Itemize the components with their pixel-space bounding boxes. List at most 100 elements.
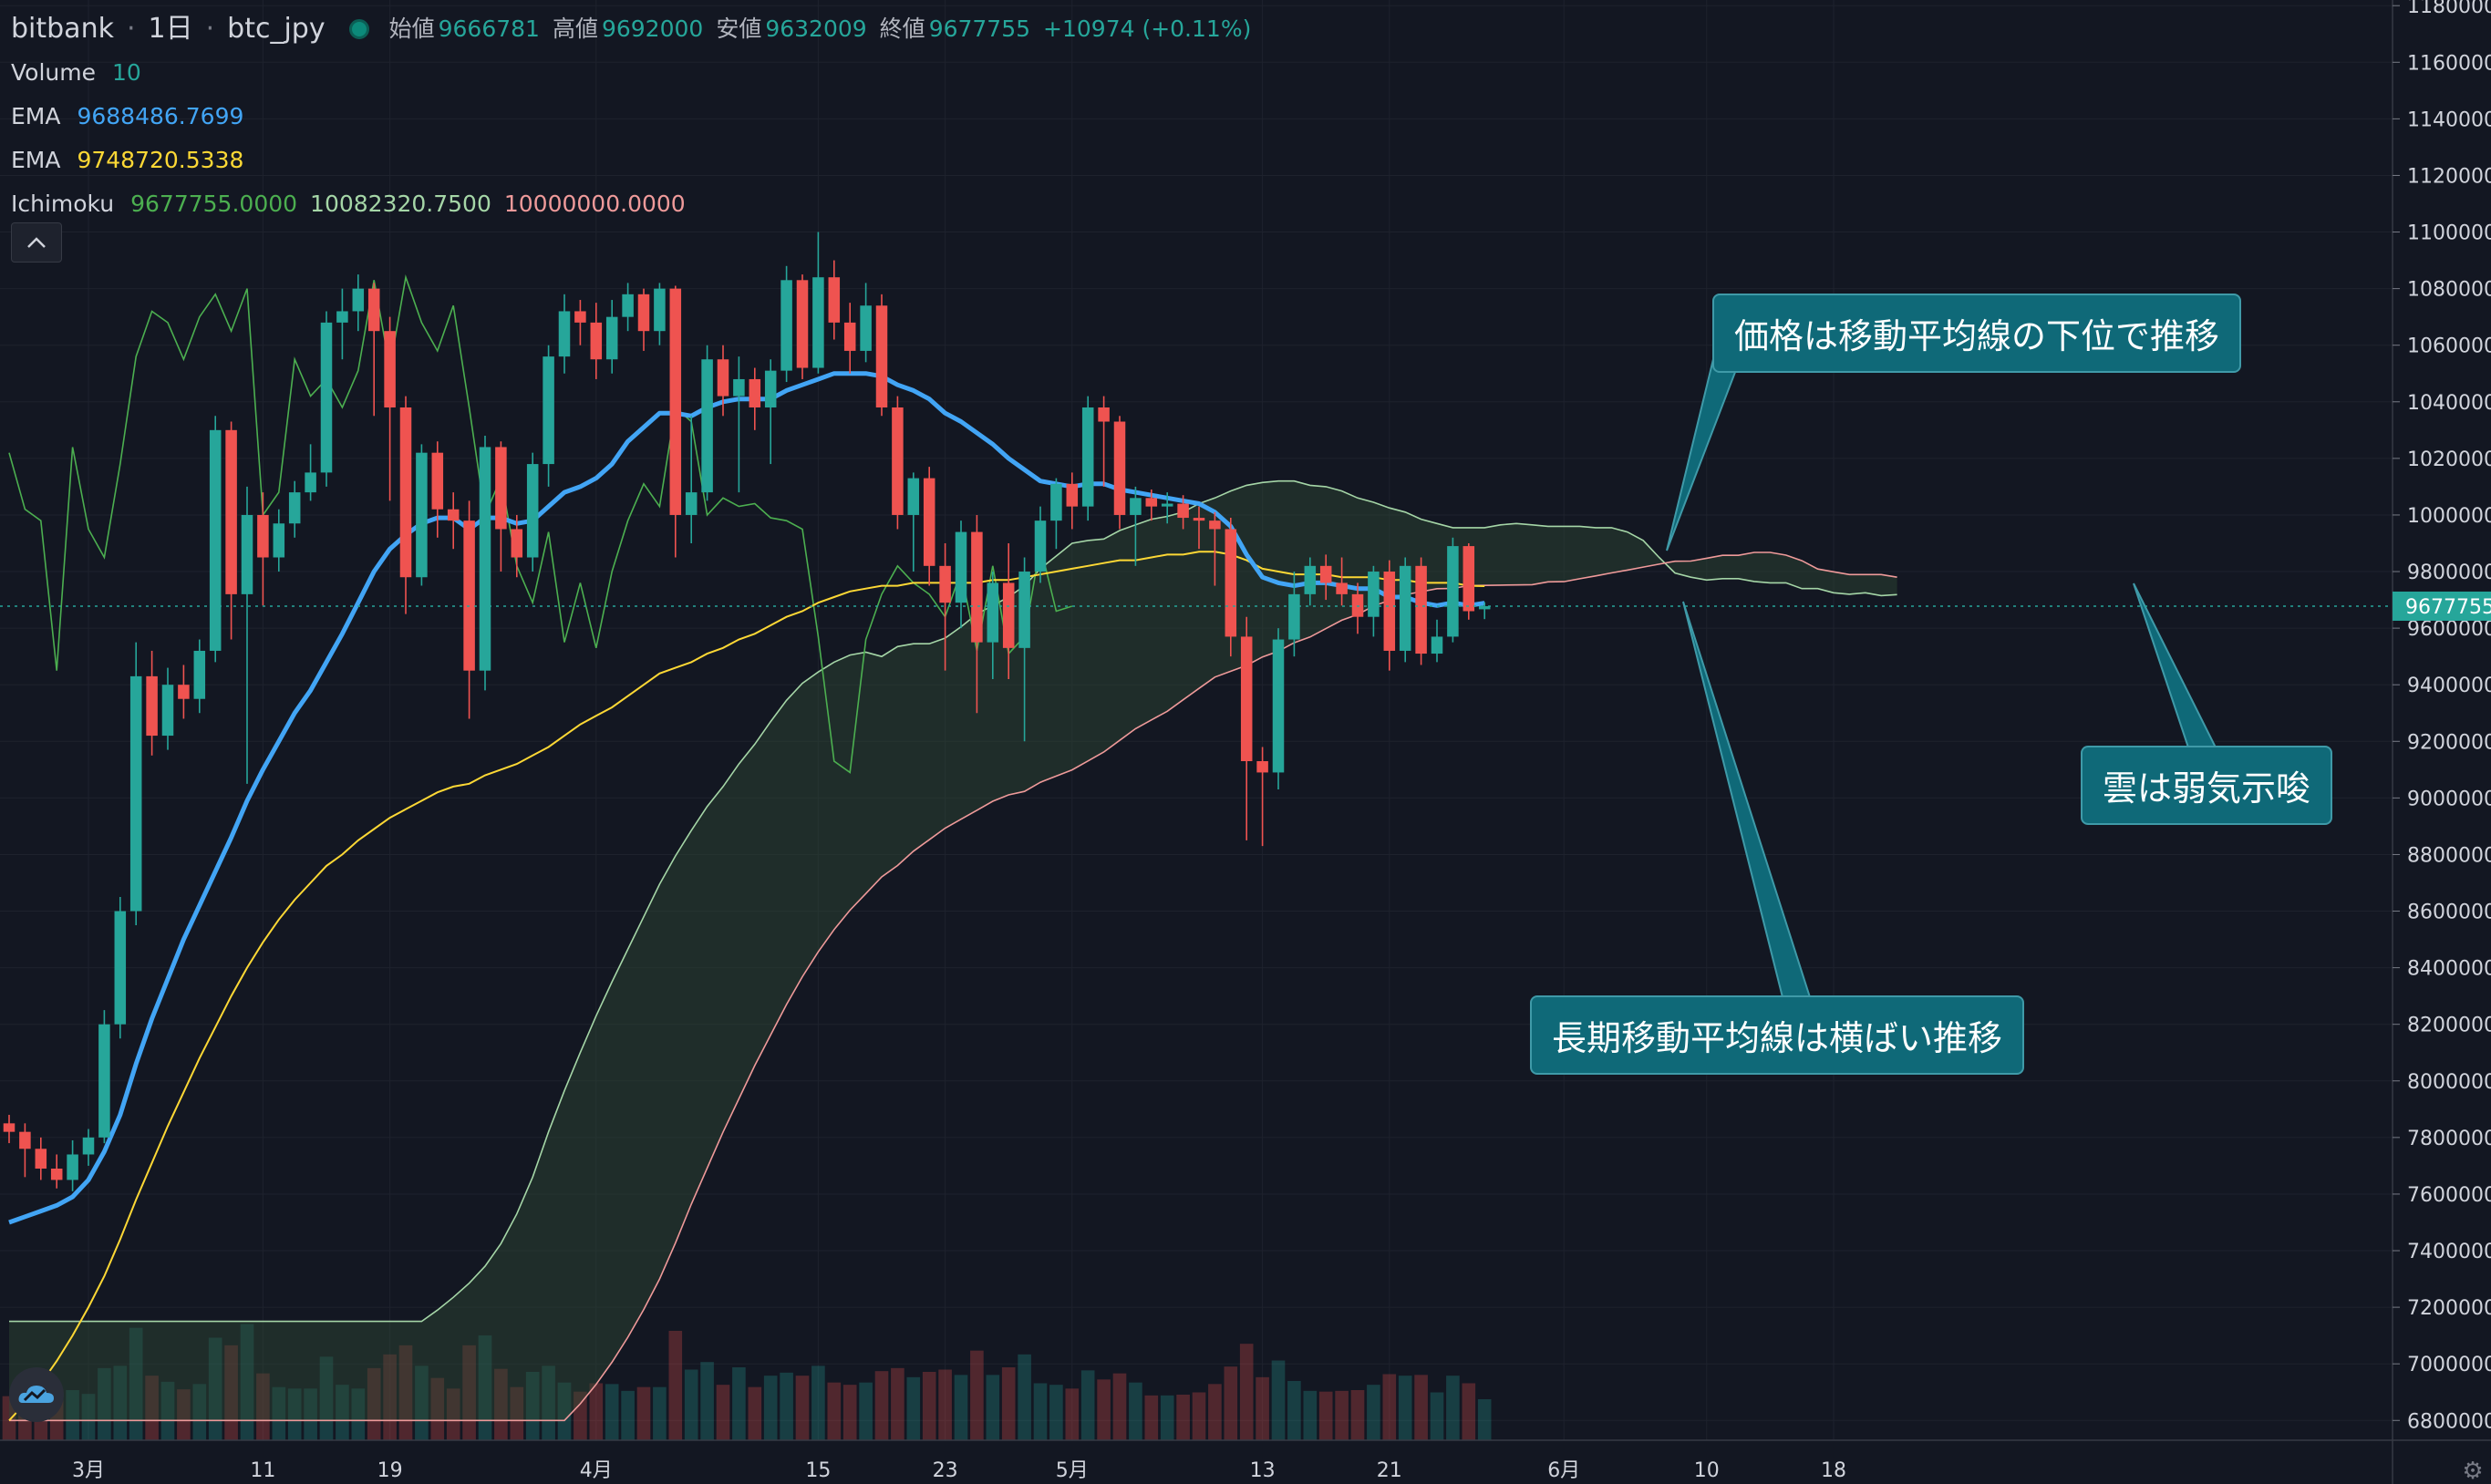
- volume-bar: [1001, 1367, 1016, 1440]
- volume-bar: [1208, 1384, 1222, 1440]
- volume-bar: [542, 1365, 555, 1440]
- price-tick-label: 8600000: [2407, 902, 2491, 924]
- volume-bar: [319, 1356, 334, 1440]
- volume-bar: [605, 1384, 619, 1440]
- candle-body: [1478, 605, 1491, 610]
- high-label: 高値: [552, 15, 598, 42]
- chart-legend: bitbank · 1日 · btc_jpy 始値 9666781 高値 96920…: [11, 7, 1264, 226]
- ema-long-line: [8, 551, 1485, 1421]
- low-value: 9632009: [765, 15, 867, 42]
- volume-bar: [621, 1390, 635, 1440]
- price-tick-label: 9000000: [2407, 788, 2491, 810]
- candle-body: [543, 356, 554, 465]
- volume-bar: [1112, 1373, 1127, 1440]
- volume-bar: [811, 1365, 825, 1440]
- volume-bar: [462, 1345, 476, 1440]
- time-tick-label: 18: [1821, 1459, 1846, 1482]
- volume-bar: [891, 1367, 904, 1440]
- legend-ema-long[interactable]: EMA 9748720.5338: [11, 139, 1264, 182]
- volume-bar: [287, 1388, 302, 1440]
- close-value: 9677755: [928, 15, 1031, 42]
- candle-body: [1145, 498, 1158, 507]
- volume-bar: [192, 1384, 207, 1440]
- candle-body: [526, 464, 539, 558]
- volume-bar: [748, 1386, 762, 1440]
- volume-bar: [700, 1362, 714, 1440]
- annotation-price-below-ma: 価格は移動平均線の下位で推移: [1712, 294, 2242, 373]
- candle-body: [1034, 520, 1047, 572]
- candle-body: [288, 492, 301, 524]
- ichimoku-lagging-span: [8, 274, 1073, 774]
- volume-bar: [1049, 1385, 1063, 1440]
- last-price-label: 9677755: [2405, 596, 2491, 619]
- volume-bar: [304, 1388, 317, 1440]
- volume-bar: [383, 1354, 397, 1440]
- candle-body: [495, 447, 507, 530]
- candle-body: [336, 311, 348, 323]
- high-value: 9692000: [601, 15, 704, 42]
- volume-bar: [145, 1376, 159, 1440]
- candle-body: [399, 407, 412, 578]
- volume-bar: [732, 1367, 746, 1440]
- volume-bar: [970, 1350, 984, 1440]
- candle-body: [971, 531, 983, 643]
- collapse-legend-button[interactable]: [11, 222, 62, 263]
- candle-body: [1383, 572, 1396, 651]
- volume-label: Volume: [11, 59, 96, 86]
- volume-bar: [240, 1324, 254, 1440]
- candle-body: [320, 322, 333, 473]
- time-tick-label: 5月: [1056, 1459, 1089, 1482]
- candle-body: [669, 288, 682, 515]
- candle-body: [511, 529, 523, 558]
- candle-body: [416, 452, 428, 578]
- time-tick-label: 21: [1377, 1459, 1402, 1482]
- candle-body: [161, 685, 174, 737]
- candle-body: [257, 514, 269, 558]
- ema-short-line: [8, 371, 1485, 1225]
- volume-bar: [415, 1365, 429, 1440]
- price-axis-bg: [2393, 0, 2491, 1484]
- candle-body: [241, 514, 253, 594]
- volume-bar: [367, 1367, 381, 1440]
- volume-bar: [1144, 1395, 1159, 1440]
- legend-ichimoku[interactable]: Ichimoku 9677755.0000 10082320.7500 1000…: [11, 182, 1264, 226]
- price-tick-label: 10000000: [2407, 505, 2491, 528]
- candle-body: [1161, 503, 1173, 507]
- tradingview-logo[interactable]: [9, 1367, 64, 1422]
- candle-body: [987, 582, 999, 643]
- volume-bar: [780, 1372, 793, 1440]
- volume-bar: [1477, 1399, 1492, 1440]
- candle-body: [1304, 565, 1317, 594]
- legend-volume[interactable]: Volume 10: [11, 51, 1264, 95]
- legend-ema-short[interactable]: EMA 9688486.7699: [11, 95, 1264, 139]
- candle-body: [3, 1123, 16, 1132]
- candle-body: [1130, 498, 1142, 515]
- cloud-logo-icon: [18, 1386, 54, 1403]
- interval[interactable]: 1日: [148, 13, 193, 45]
- volume-bar: [336, 1385, 349, 1440]
- candle-body: [892, 407, 904, 515]
- price-axis[interactable]: 6800000 7000000 7200000 7400000 7600000 78000…: [2392, 0, 2491, 1484]
- exchange-name[interactable]: bitbank: [11, 13, 114, 45]
- candle-body: [1098, 407, 1110, 422]
- volume-bar: [446, 1388, 460, 1440]
- price-tick-label: 7600000: [2407, 1184, 2491, 1207]
- volume-bar: [716, 1385, 730, 1440]
- time-tick-label: 10: [1694, 1459, 1720, 1482]
- volume-bar: [1462, 1383, 1476, 1440]
- candle-body: [1209, 520, 1221, 530]
- candle-body: [749, 378, 761, 407]
- candle-body: [1319, 565, 1332, 583]
- volume-bar: [574, 1391, 587, 1440]
- time-axis[interactable]: 3月 11 19 4月 15 23 5月 13 21 6月 10 18 ⚙: [0, 1439, 2491, 1484]
- price-tick-label: 6800000: [2407, 1410, 2491, 1433]
- volume-bar: [1287, 1381, 1301, 1440]
- candle-body: [479, 447, 491, 671]
- volume-bar: [129, 1327, 143, 1440]
- candle-body: [796, 280, 809, 368]
- volume-bar: [668, 1331, 683, 1440]
- volume-bar: [224, 1345, 238, 1440]
- volume-bar: [478, 1335, 492, 1440]
- pair-name[interactable]: btc_jpy: [227, 13, 326, 45]
